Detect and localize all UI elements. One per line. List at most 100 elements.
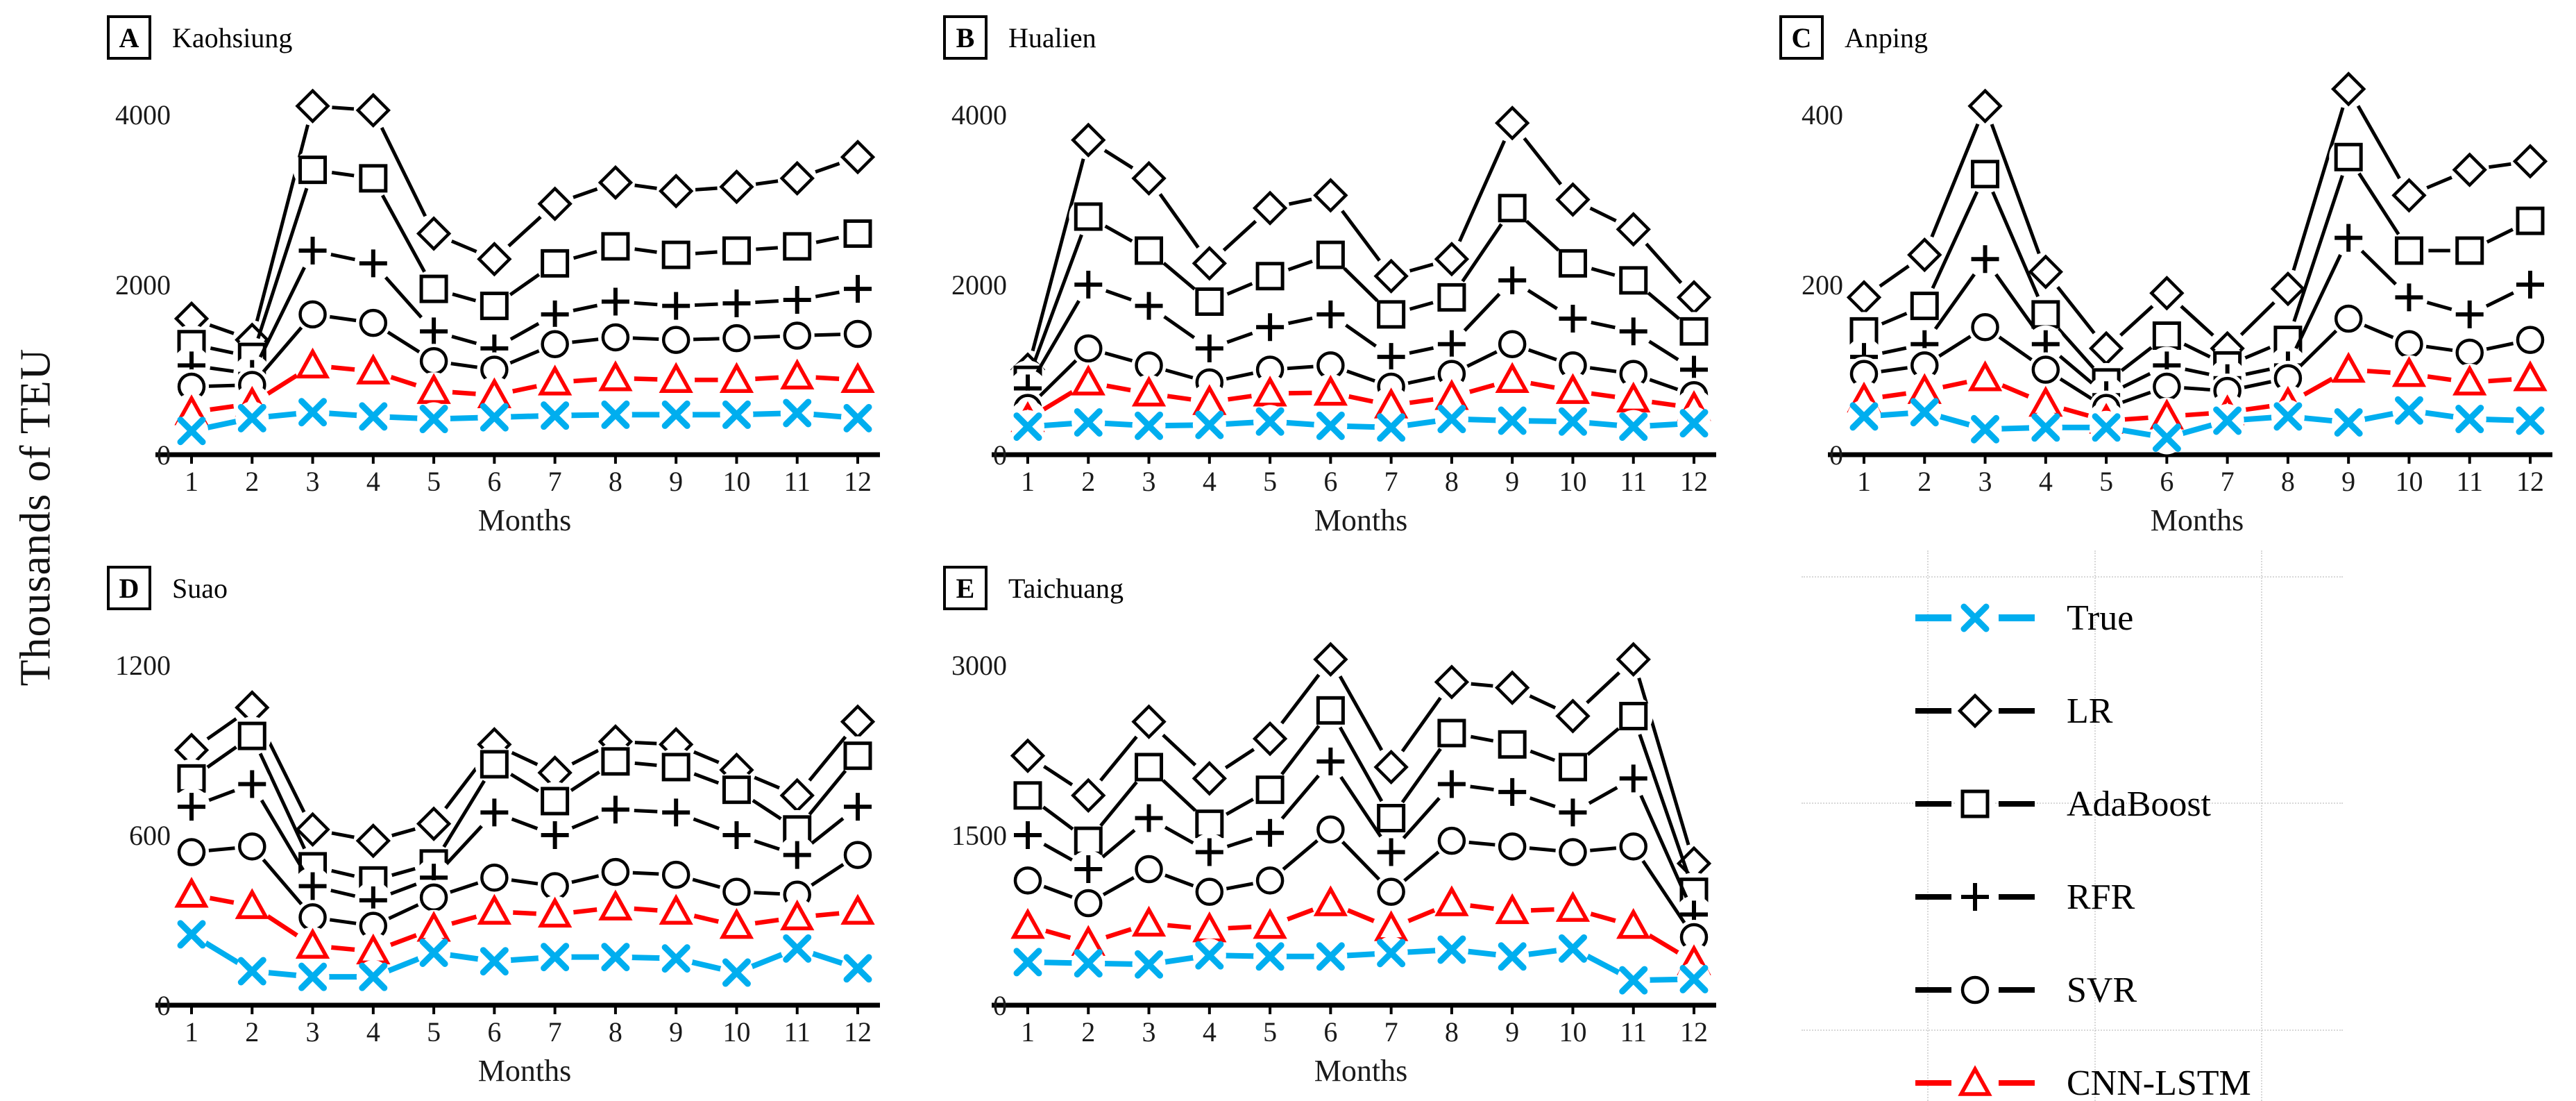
svg-text:6: 6 [487, 466, 501, 497]
panel-title-b: B Hualien [943, 15, 1096, 60]
legend-label: LR [2067, 691, 2113, 731]
svg-text:9: 9 [2341, 466, 2355, 497]
chart-panel-hualien: B Hualien 1 2 3 4 5 6 7 8 9 10 11 12 Months 0 2000 4000 [903, 0, 1739, 550]
svg-text:0: 0 [993, 990, 1007, 1021]
svg-text:6: 6 [487, 1016, 501, 1048]
svg-text:4000: 4000 [115, 99, 171, 131]
panel-title-c: C Anping [1779, 15, 1928, 60]
svg-text:3: 3 [306, 1016, 320, 1048]
svg-text:6: 6 [1323, 466, 1337, 497]
legend-label: True [2067, 598, 2134, 638]
legend-item-lr: LR [1913, 664, 2251, 757]
svg-text:8: 8 [609, 1016, 622, 1048]
svg-text:2: 2 [245, 466, 259, 497]
svg-text:10: 10 [1559, 1016, 1586, 1048]
svg-text:6: 6 [2160, 466, 2174, 497]
legend-swatch-circle-icon [1915, 973, 2035, 1007]
svg-text:10: 10 [722, 1016, 750, 1048]
svg-text:11: 11 [783, 466, 811, 497]
svg-text:4: 4 [2039, 466, 2053, 497]
svg-text:8: 8 [1445, 1016, 1459, 1048]
svg-text:2000: 2000 [115, 269, 171, 301]
legend-list: True LR AdaBoost RFR SVR [1913, 571, 2251, 1101]
svg-text:5: 5 [1263, 1016, 1277, 1048]
svg-text:1: 1 [1021, 1016, 1035, 1048]
legend-swatch-square-icon [1915, 784, 2035, 823]
svg-text:2: 2 [1917, 466, 1931, 497]
svg-text:12: 12 [1680, 466, 1708, 497]
panel-name-kaohsiung: Kaohsiung [172, 22, 293, 53]
svg-text:4: 4 [366, 466, 380, 497]
panel-letter-a: A [107, 15, 151, 60]
svg-text:4: 4 [1203, 1016, 1217, 1048]
svg-text:9: 9 [669, 466, 683, 497]
legend-dotted-gridline [1802, 576, 2343, 578]
panel-name-suao: Suao [172, 572, 228, 604]
svg-text:5: 5 [2099, 466, 2113, 497]
svg-text:10: 10 [1559, 466, 1586, 497]
legend-swatch-diamond-icon [1915, 691, 2035, 730]
legend-item-rfr: RFR [1913, 850, 2251, 943]
svg-text:11: 11 [1620, 466, 1647, 497]
svg-text:4000: 4000 [951, 99, 1007, 131]
panel-name-anping: Anping [1845, 22, 1928, 53]
legend-swatch-x-icon [1915, 601, 2035, 634]
y-axis-label: Thousands of TEU [12, 348, 60, 687]
svg-text:3: 3 [1142, 1016, 1156, 1048]
chart-panel-suao: D Suao 1 2 3 4 5 6 7 8 9 10 11 12 Months 0 600 1200 [67, 550, 903, 1101]
svg-text:2: 2 [245, 1016, 259, 1048]
svg-text:2: 2 [1081, 466, 1095, 497]
legend-label: AdaBoost [2067, 784, 2211, 824]
svg-text:11: 11 [783, 1016, 811, 1048]
svg-text:8: 8 [2281, 466, 2295, 497]
svg-text:7: 7 [548, 466, 562, 497]
legend-item-adaboost: AdaBoost [1913, 757, 2251, 850]
svg-text:7: 7 [1384, 1016, 1398, 1048]
legend-swatch-triangle-icon [1915, 1064, 2035, 1101]
svg-text:3: 3 [306, 466, 320, 497]
svg-text:9: 9 [1505, 466, 1519, 497]
legend-dotted-gridline [1802, 802, 2343, 804]
svg-text:400: 400 [1802, 99, 1843, 131]
svg-text:10: 10 [722, 466, 750, 497]
svg-text:0: 0 [993, 439, 1007, 471]
svg-text:12: 12 [844, 1016, 872, 1048]
panel-letter-b: B [943, 15, 988, 60]
svg-text:5: 5 [427, 1016, 441, 1048]
panel-name-taichuang: Taichuang [1008, 572, 1124, 604]
svg-text:12: 12 [2516, 466, 2544, 497]
legend-swatch-plus-icon [1915, 878, 2035, 916]
panel-grid: A Kaohsiung 1 2 3 4 5 6 7 8 9 10 11 12 Months 0 2000 40… [67, 0, 2575, 1101]
legend-item-cnn-lstm: CNN-LSTM [1913, 1036, 2251, 1101]
svg-text:3: 3 [1978, 466, 1992, 497]
svg-text:12: 12 [844, 466, 872, 497]
svg-text:4: 4 [366, 1016, 380, 1048]
svg-text:11: 11 [1620, 1016, 1647, 1048]
svg-text:4: 4 [1203, 466, 1217, 497]
legend-item-true: True [1913, 571, 2251, 664]
chart-panel-taichuang: E Taichuang 1 2 3 4 5 6 7 8 9 10 11 12 Months 0 1500 30… [903, 550, 1739, 1101]
panel-letter-e: E [943, 566, 988, 610]
svg-text:Months: Months [1314, 1054, 1407, 1088]
svg-text:0: 0 [1829, 439, 1843, 471]
svg-text:8: 8 [609, 466, 622, 497]
svg-text:12: 12 [1680, 1016, 1708, 1048]
svg-text:1: 1 [185, 466, 198, 497]
panel-title-d: D Suao [107, 566, 228, 610]
svg-text:0: 0 [157, 990, 171, 1021]
svg-text:2000: 2000 [951, 269, 1007, 301]
svg-text:9: 9 [1505, 1016, 1519, 1048]
panel-letter-c: C [1779, 15, 1824, 60]
svg-text:5: 5 [1263, 466, 1277, 497]
svg-text:3: 3 [1142, 466, 1156, 497]
svg-text:7: 7 [1384, 466, 1398, 497]
legend-label: SVR [2067, 970, 2137, 1010]
svg-text:11: 11 [2456, 466, 2483, 497]
svg-text:1: 1 [1857, 466, 1871, 497]
svg-text:0: 0 [157, 439, 171, 471]
